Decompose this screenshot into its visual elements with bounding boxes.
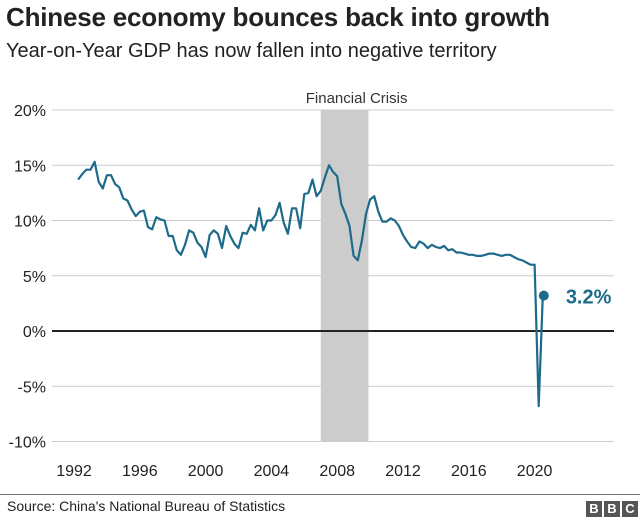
x-tick-label: 2004 [254, 463, 290, 480]
gdp-growth-line [77, 160, 544, 408]
footer-divider [0, 494, 640, 495]
y-tick-label: 20% [14, 103, 46, 120]
x-tick-label: 2012 [385, 463, 421, 480]
line-chart: 20% 15% 10% 5% 0% -5% -10% 1992 1996 2000 2004 200… [9, 90, 614, 480]
chart-subtitle: Year-on-Year GDP has now fallen into neg… [6, 40, 497, 62]
y-tick-label: -5% [18, 379, 46, 396]
latest-value-dot [538, 290, 549, 301]
latest-value-label: 3.2% [566, 287, 612, 309]
y-tick-label: 0% [23, 324, 46, 341]
y-tick-label: 15% [14, 158, 46, 175]
source-note: Source: China's National Bureau of Stati… [7, 498, 286, 514]
bbc-logo: B B C [586, 501, 638, 517]
bbc-logo-letter: B [586, 501, 602, 517]
x-tick-label: 1996 [122, 463, 158, 480]
y-tick-label: 10% [14, 214, 46, 231]
x-tick-label: 2008 [319, 463, 355, 480]
x-tick-label: 2020 [517, 463, 553, 480]
financial-crisis-label: Financial Crisis [306, 90, 408, 107]
y-tick-label: -10% [9, 435, 46, 452]
x-axis-labels: 1992 1996 2000 2004 2008 2012 2016 2020 [56, 463, 552, 480]
chart-title: Chinese economy bounces back into growth [6, 2, 550, 32]
x-tick-label: 2000 [188, 463, 224, 480]
bbc-logo-letter: C [622, 501, 638, 517]
y-axis-labels: 20% 15% 10% 5% 0% -5% -10% [9, 103, 46, 452]
x-tick-label: 1992 [56, 463, 92, 480]
bbc-logo-letter: B [604, 501, 620, 517]
x-tick-label: 2016 [451, 463, 487, 480]
y-tick-label: 5% [23, 269, 46, 286]
